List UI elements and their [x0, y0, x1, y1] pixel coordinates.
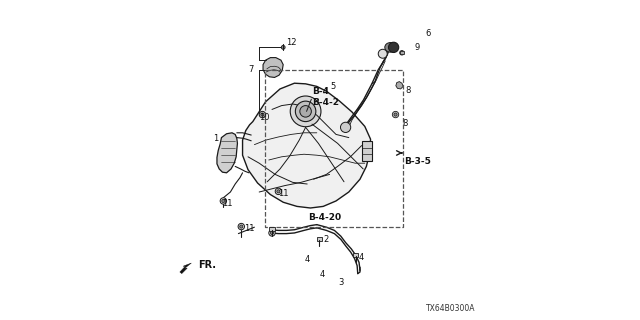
Ellipse shape: [300, 106, 312, 117]
Ellipse shape: [240, 225, 243, 228]
Text: 4: 4: [358, 253, 364, 262]
Text: 2: 2: [323, 235, 328, 244]
FancyBboxPatch shape: [269, 227, 275, 231]
Text: B-3-5: B-3-5: [404, 157, 431, 166]
Ellipse shape: [392, 111, 399, 118]
Polygon shape: [243, 83, 371, 208]
Text: 4: 4: [305, 255, 310, 264]
Text: B-4: B-4: [312, 87, 329, 96]
Text: 4: 4: [320, 270, 325, 279]
Text: 12: 12: [285, 38, 296, 47]
Ellipse shape: [399, 51, 404, 55]
Ellipse shape: [269, 230, 275, 236]
Text: 8: 8: [405, 86, 410, 95]
Ellipse shape: [394, 113, 397, 116]
Ellipse shape: [261, 113, 264, 116]
Text: 9: 9: [415, 43, 420, 52]
Ellipse shape: [296, 101, 316, 122]
Ellipse shape: [340, 122, 351, 132]
Text: 3: 3: [339, 278, 344, 287]
FancyBboxPatch shape: [317, 237, 322, 241]
Text: 5: 5: [330, 82, 335, 91]
Ellipse shape: [270, 231, 274, 235]
Ellipse shape: [259, 111, 266, 118]
FancyBboxPatch shape: [353, 253, 358, 257]
Text: 6: 6: [425, 29, 430, 38]
Polygon shape: [396, 82, 403, 89]
Text: 10: 10: [259, 113, 269, 122]
Text: 1: 1: [213, 134, 218, 143]
Ellipse shape: [222, 199, 225, 203]
Text: 8: 8: [403, 119, 408, 128]
Text: 11: 11: [278, 189, 289, 198]
Ellipse shape: [388, 42, 399, 52]
Text: TX64B0300A: TX64B0300A: [426, 304, 475, 313]
Ellipse shape: [275, 188, 282, 195]
Ellipse shape: [291, 96, 321, 127]
Text: 11: 11: [222, 199, 232, 208]
Text: 11: 11: [244, 224, 254, 233]
Ellipse shape: [238, 223, 244, 230]
Polygon shape: [217, 133, 237, 173]
Text: B-4-2: B-4-2: [312, 98, 339, 107]
Text: 7: 7: [248, 65, 253, 74]
FancyBboxPatch shape: [400, 51, 404, 54]
FancyBboxPatch shape: [362, 141, 372, 161]
Text: B-4-20: B-4-20: [308, 213, 341, 222]
Ellipse shape: [282, 45, 285, 49]
Polygon shape: [263, 58, 283, 77]
Ellipse shape: [378, 49, 387, 58]
Text: FR.: FR.: [198, 260, 216, 270]
Polygon shape: [180, 263, 191, 274]
Ellipse shape: [385, 43, 396, 52]
Ellipse shape: [276, 190, 280, 193]
Ellipse shape: [220, 198, 227, 204]
